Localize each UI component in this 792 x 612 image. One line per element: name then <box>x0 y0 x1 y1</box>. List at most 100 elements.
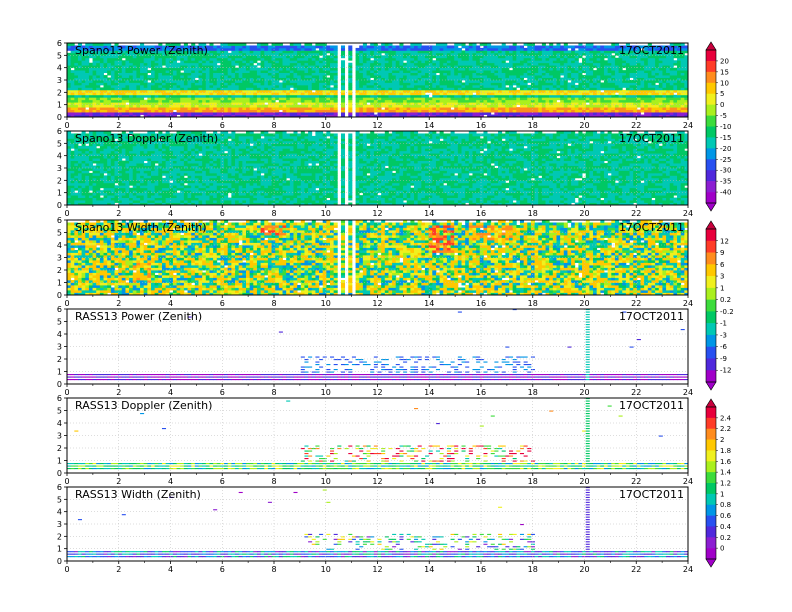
heatmap-cell <box>596 82 601 86</box>
heatmap-cell <box>432 55 437 59</box>
heatmap-cell <box>381 77 386 81</box>
heatmap-cell <box>494 60 499 64</box>
heatmap-cell <box>530 77 535 81</box>
heatmap-cell <box>96 102 101 106</box>
heatmap-cell <box>143 50 148 54</box>
heatmap-cell <box>541 75 546 78</box>
heatmap-cell <box>381 70 386 73</box>
heatmap-cell <box>424 99 430 103</box>
heatmap-cell <box>684 77 688 81</box>
heatmap-cell <box>538 102 543 106</box>
heatmap-cell <box>549 57 554 61</box>
heatmap-cell <box>249 60 254 64</box>
heatmap-cell <box>297 55 302 59</box>
heatmap-cell <box>618 47 623 51</box>
heatmap-cell <box>669 107 674 110</box>
heatmap-cell <box>552 72 557 76</box>
heatmap-cell <box>479 60 484 64</box>
heatmap-cell <box>209 97 214 101</box>
heatmap-cell <box>169 50 174 54</box>
heatmap-cell <box>607 57 612 61</box>
heatmap-cell <box>103 45 108 49</box>
heatmap-cell <box>271 47 276 51</box>
heatmap-cell <box>326 65 331 69</box>
heatmap-cell <box>275 75 280 78</box>
heatmap-cell <box>479 77 484 81</box>
heatmap-cell <box>180 62 185 66</box>
heatmap-cell <box>636 97 641 101</box>
heatmap-cell <box>428 89 433 93</box>
heatmap-cell <box>165 97 170 101</box>
heatmap-cell <box>600 67 605 71</box>
heatmap-cell <box>110 89 115 93</box>
heatmap-cell <box>530 109 535 113</box>
heatmap-cell <box>227 72 232 76</box>
heatmap-cell <box>362 99 367 103</box>
heatmap-cell <box>125 87 130 91</box>
heatmap-cell <box>534 50 539 54</box>
heatmap-cell <box>618 65 623 69</box>
heatmap-cell <box>673 107 678 110</box>
heatmap-cell <box>684 107 688 110</box>
heatmap-cell <box>421 70 426 73</box>
heatmap-cell <box>370 97 375 101</box>
heatmap-cell <box>399 92 404 96</box>
heatmap-cell <box>549 97 554 101</box>
heatmap-cell <box>494 112 499 115</box>
heatmap-cell <box>461 60 466 64</box>
heatmap-cell <box>114 75 119 78</box>
heatmap-cell <box>523 43 528 46</box>
heatmap-cell <box>107 50 112 54</box>
heatmap-cell <box>245 97 251 101</box>
heatmap-cell <box>231 107 236 110</box>
heatmap-cell <box>600 94 605 98</box>
heatmap-cell <box>253 97 258 101</box>
heatmap-cell <box>498 102 503 106</box>
heatmap-cell <box>673 80 678 83</box>
heatmap-cell <box>319 57 324 61</box>
heatmap-cell <box>202 45 207 49</box>
heatmap-cell <box>74 138 79 142</box>
heatmap-cell <box>658 67 663 71</box>
heatmap-cell <box>384 52 389 56</box>
heatmap-cell <box>651 47 656 51</box>
heatmap-cell <box>293 57 298 61</box>
heatmap-cell <box>88 55 93 59</box>
heatmap-cell <box>165 104 170 108</box>
heatmap-cell <box>235 62 240 66</box>
heatmap-cell <box>216 65 221 69</box>
heatmap-cell <box>424 70 430 73</box>
heatmap-cell <box>165 50 170 54</box>
heatmap-cell <box>556 52 561 56</box>
heatmap-cell <box>67 150 72 154</box>
heatmap-cell <box>388 97 393 101</box>
heatmap-cell <box>392 112 397 115</box>
heatmap-cell <box>410 47 415 51</box>
heatmap-cell <box>541 99 546 103</box>
heatmap-cell <box>534 47 539 51</box>
heatmap-cell <box>235 55 240 59</box>
heatmap-cell <box>180 87 185 91</box>
heatmap-cell <box>454 67 459 71</box>
heatmap-cell <box>479 47 484 51</box>
heatmap-cell <box>483 97 488 101</box>
heatmap-cell <box>267 92 272 96</box>
heatmap-cell <box>403 89 408 93</box>
heatmap-cell <box>348 80 353 83</box>
heatmap-cell <box>669 84 674 88</box>
heatmap-cell <box>443 77 448 81</box>
heatmap-cell <box>603 77 609 81</box>
heatmap-cell <box>355 107 360 110</box>
heatmap-cell <box>432 112 437 115</box>
heatmap-cell <box>585 60 590 64</box>
heatmap-cell <box>435 109 440 113</box>
heatmap-cell <box>662 72 667 76</box>
heatmap-cell <box>88 77 93 81</box>
heatmap-cell <box>118 82 123 86</box>
x-tick-label: 2 <box>116 121 121 130</box>
heatmap-cell <box>242 70 247 73</box>
heatmap-cell <box>527 67 532 71</box>
heatmap-cell <box>541 60 546 64</box>
heatmap-cell <box>399 84 404 88</box>
heatmap-cell <box>549 47 554 51</box>
